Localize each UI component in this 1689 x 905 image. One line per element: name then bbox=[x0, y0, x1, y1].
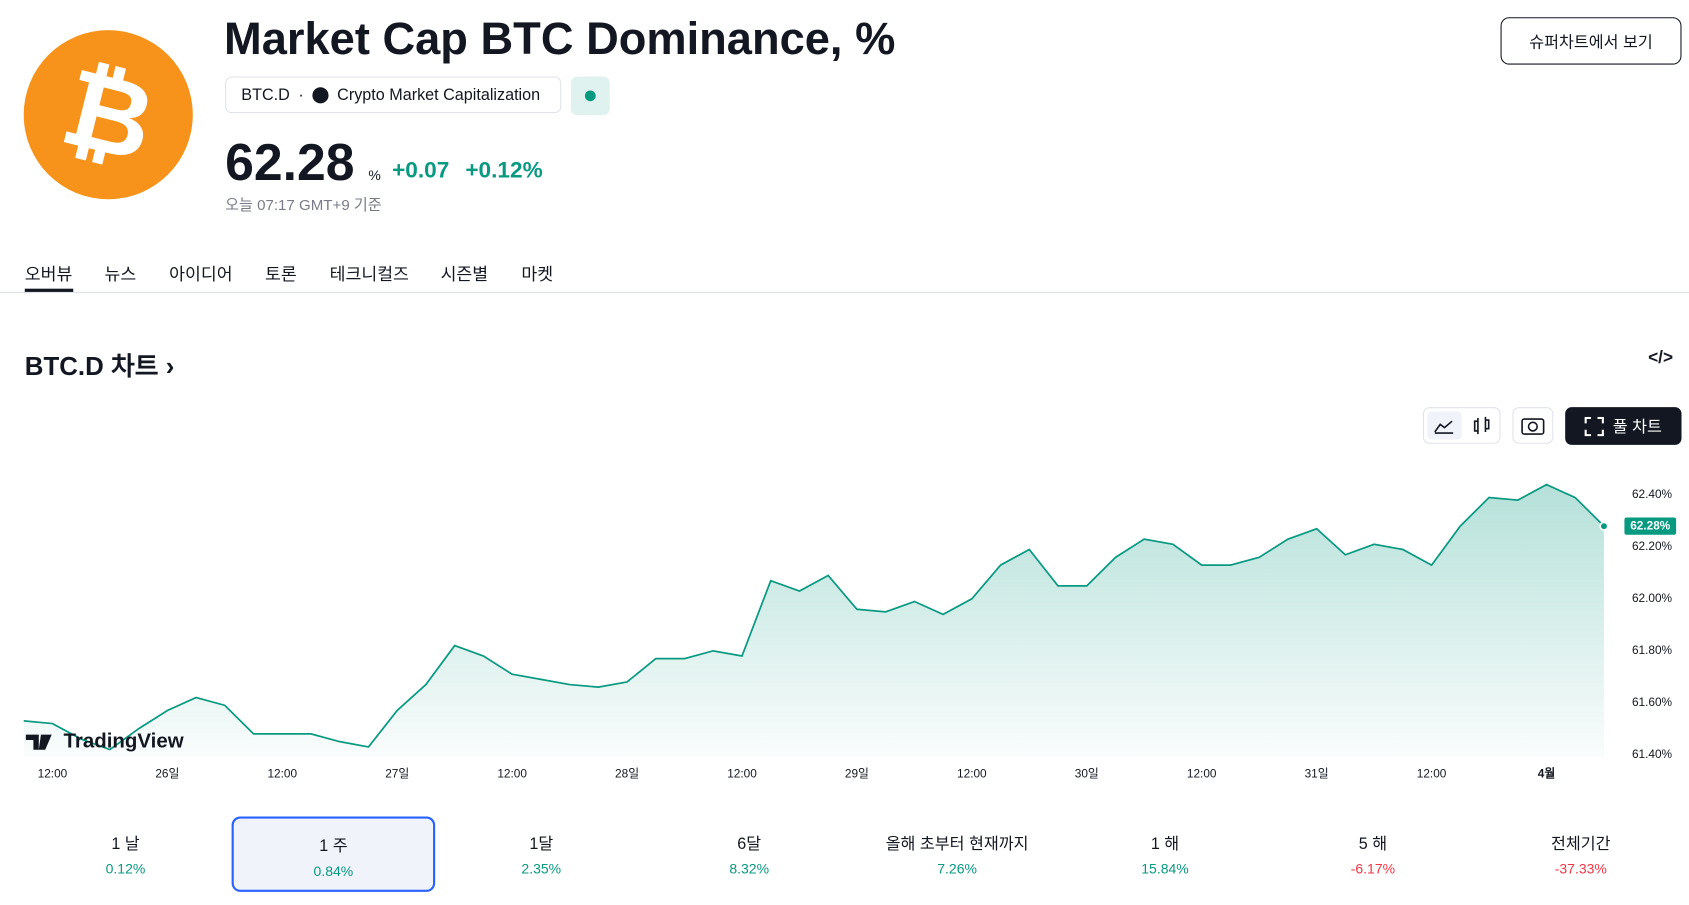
x-tick-label: 12:00 bbox=[1187, 767, 1217, 781]
y-tick-label: 61.60% bbox=[1632, 695, 1673, 709]
y-tick-label: 62.20% bbox=[1632, 539, 1673, 553]
performance-item[interactable]: 올해 초부터 현재까지 7.26% bbox=[855, 817, 1059, 892]
logo: ₿ bbox=[23, 30, 193, 200]
performance-item[interactable]: 전체기간 -37.33% bbox=[1479, 817, 1683, 892]
tab[interactable]: 아이디어 bbox=[169, 266, 233, 285]
area bbox=[23, 484, 1604, 758]
x-tick-label: 28일 bbox=[615, 767, 639, 781]
change-pct: +0.12% bbox=[465, 158, 543, 184]
embed-button[interactable]: </> bbox=[1648, 349, 1674, 368]
price: 62.28 bbox=[225, 134, 355, 192]
period-change: 7.26% bbox=[937, 860, 977, 877]
period-change: -6.17% bbox=[1350, 860, 1396, 877]
super-chart-button[interactable]: 슈퍼차트에서 보기 bbox=[1500, 17, 1682, 65]
x-tick-label: 12:00 bbox=[38, 767, 68, 781]
performance-item[interactable]: 1 해 15.84% bbox=[1063, 817, 1267, 892]
period: 5 해 bbox=[1358, 834, 1388, 854]
period: 1 해 bbox=[1150, 834, 1180, 854]
tab[interactable]: 뉴스 bbox=[104, 266, 137, 285]
tab[interactable]: 테크니컬즈 bbox=[329, 266, 409, 285]
performance-item[interactable]: 1 날 0.12% bbox=[24, 817, 228, 892]
period-change: 2.35% bbox=[521, 860, 562, 877]
x-tick-label: 12:00 bbox=[497, 767, 527, 781]
y-tick-label: 62.00% bbox=[1632, 591, 1673, 605]
x-tick-label: 30일 bbox=[1075, 767, 1099, 781]
x-tick-label: 27일 bbox=[385, 767, 409, 781]
x-tick-label: 12:00 bbox=[267, 767, 297, 781]
snapshot-button[interactable] bbox=[1512, 407, 1554, 444]
chart: 61.40% 61.60% 61.80% 62.00% 62.20% 62.40% 12:0… bbox=[23, 483, 1677, 781]
title: Market Cap BTC Dominance, % bbox=[224, 12, 896, 64]
full-chart-button[interactable]: 풀 차트 bbox=[1565, 407, 1682, 445]
unit: % bbox=[368, 166, 381, 184]
divider bbox=[0, 291, 1689, 293]
tab[interactable]: 오버뷰 bbox=[24, 266, 73, 285]
x-tick-label: 29일 bbox=[845, 767, 869, 781]
symbol-chip[interactable]: BTC.D · Crypto Market Capitalization bbox=[225, 76, 562, 114]
ticker: BTC.D bbox=[241, 85, 290, 104]
performance-item[interactable]: 5 해 -6.17% bbox=[1271, 817, 1475, 892]
as-of: 오늘 07:17 GMT+9 기준 bbox=[225, 196, 382, 214]
last-point bbox=[1599, 521, 1609, 531]
period-change: 15.84% bbox=[1141, 860, 1189, 877]
section-title[interactable]: BTC.D 차트 › bbox=[24, 352, 175, 382]
line bbox=[23, 483, 1605, 751]
period: 전체기간 bbox=[1551, 834, 1611, 854]
tab[interactable]: 시즌별 bbox=[440, 266, 489, 285]
source: Crypto Market Capitalization bbox=[337, 85, 541, 104]
x-tick-label: 31일 bbox=[1305, 767, 1329, 781]
style-icons bbox=[1427, 411, 1490, 440]
tab[interactable]: 마켓 bbox=[521, 266, 554, 285]
performance-item[interactable]: 6달 8.32% bbox=[647, 817, 851, 892]
period-change: -37.33% bbox=[1554, 860, 1607, 877]
change: +0.07 bbox=[392, 158, 450, 184]
last-price-badge bbox=[1624, 517, 1677, 535]
logo-symbol: ₿ bbox=[51, 46, 166, 185]
period: 올해 초부터 현재까지 bbox=[885, 834, 1029, 854]
market-status[interactable] bbox=[570, 76, 610, 116]
chart-style-toggle bbox=[1422, 407, 1501, 444]
watermark: TradingView bbox=[64, 730, 184, 753]
last-price-label: 62.28% bbox=[1630, 518, 1671, 532]
tab[interactable]: 토론 bbox=[264, 266, 297, 285]
full-chart-label: 풀 차트 bbox=[1612, 417, 1662, 437]
tab-indicator bbox=[24, 288, 74, 292]
y-tick-label: 62.40% bbox=[1632, 487, 1673, 501]
period: 6달 bbox=[737, 834, 762, 854]
performance-item[interactable]: 1 주 0.84% bbox=[231, 816, 436, 892]
x-tick-label: 4월 bbox=[1538, 767, 1555, 781]
performance-item[interactable]: 1달 2.35% bbox=[439, 817, 643, 892]
period-change: 0.84% bbox=[313, 862, 354, 879]
period-change: 0.12% bbox=[105, 860, 146, 877]
x-tick-label: 12:00 bbox=[1417, 767, 1447, 781]
x-tick-label: 26일 bbox=[155, 767, 179, 781]
x-tick-label: 12:00 bbox=[727, 767, 757, 781]
period: 1 날 bbox=[111, 834, 140, 854]
period: 1달 bbox=[529, 834, 554, 854]
period: 1 주 bbox=[319, 836, 348, 856]
y-tick-label: 61.40% bbox=[1632, 747, 1673, 761]
x-tick-label: 12:00 bbox=[957, 767, 987, 781]
y-tick-label: 61.80% bbox=[1632, 643, 1673, 657]
period-change: 8.32% bbox=[729, 860, 770, 877]
